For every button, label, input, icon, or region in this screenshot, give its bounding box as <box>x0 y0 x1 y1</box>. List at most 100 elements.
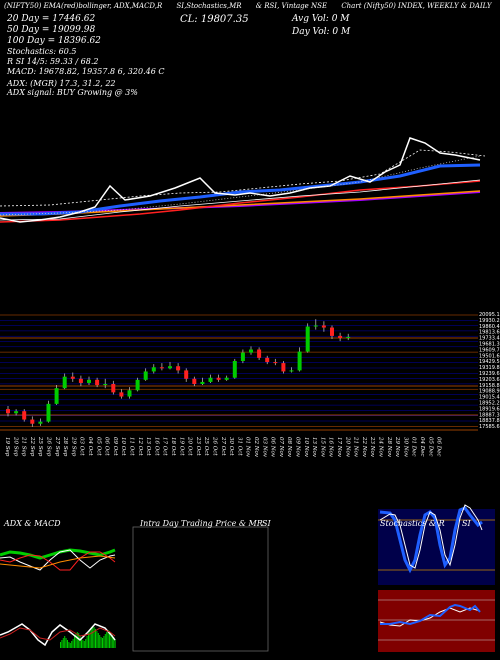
macd-bar <box>83 641 85 648</box>
candle-body <box>305 326 310 352</box>
candle-body <box>54 388 59 404</box>
date-axis-label: 23 Nov <box>369 436 375 458</box>
macd-bar <box>81 638 82 648</box>
date-axis-label: 01 Nov <box>245 437 251 458</box>
candle-body <box>46 403 51 422</box>
avg-vol-label: Avg Vol: 0 M <box>292 14 350 24</box>
price-axis-label: 19088.9 <box>479 389 500 395</box>
candle-body <box>240 352 245 361</box>
candle-body <box>30 419 35 424</box>
price-axis-labels: 20095.1519930.2219860.419813.619733.4196… <box>479 312 500 430</box>
macd-bar <box>61 640 63 648</box>
price-axis-label: 18952.2 <box>479 401 500 407</box>
price-grid <box>0 314 478 431</box>
macd-bar <box>79 636 81 648</box>
candle-body <box>119 392 124 397</box>
macd-bar <box>69 643 71 648</box>
macd-bar <box>88 633 89 648</box>
macd-bar <box>107 630 109 648</box>
date-axis-label: 31 Oct <box>236 437 242 456</box>
macd-bar <box>65 638 67 648</box>
dma20-label: 20 Day = 17446.62 <box>7 14 96 24</box>
date-axis-label: 05 Dec <box>427 437 433 457</box>
adx-white-line <box>0 549 116 571</box>
macd-bar <box>89 630 91 648</box>
macd-bar <box>62 638 64 648</box>
date-axis-label: 27 Oct <box>220 436 226 456</box>
date-axis-label: 16 Nov <box>328 437 334 458</box>
date-axis-label: 27 Sep <box>54 436 60 457</box>
stochastics-panel <box>378 504 495 585</box>
candle-body <box>249 349 253 353</box>
date-axis-label: 22 Nov <box>361 436 367 458</box>
macd-bar <box>74 636 75 648</box>
candle-body <box>14 411 19 414</box>
candle-body <box>111 384 116 393</box>
price-axis-label: 19860.4 <box>479 324 500 330</box>
price-axis-label: 18919.6 <box>479 406 500 412</box>
candle-body <box>338 335 343 338</box>
rsi-label: R SI 14/5: 59.33 / 68.2 <box>7 57 99 66</box>
macd-bar <box>60 642 61 648</box>
price-axis-label: 19930.22 <box>479 318 500 324</box>
date-axis-label: 15 Nov <box>319 437 325 458</box>
date-axis-label: 28 Sep <box>62 436 68 457</box>
price-line <box>0 137 481 223</box>
date-axis-label: 10 Nov <box>303 437 309 458</box>
date-axis-label: 20 Nov <box>344 436 350 458</box>
date-axis-label: 29 Nov <box>394 436 400 458</box>
macd-histogram <box>60 626 116 648</box>
candle-body <box>135 379 140 391</box>
macd-bar <box>93 627 95 648</box>
date-axis-label: 28 Nov <box>386 436 392 458</box>
price-axis-label: 19015.4 <box>479 395 500 401</box>
price-axis-label: 19681.3 <box>479 342 500 348</box>
adx-macd-panel <box>0 548 116 648</box>
date-axis-label: 21 Sep <box>21 436 27 457</box>
candle-body <box>127 390 132 397</box>
stochastics-label: Stochastics: 60.5 <box>7 47 77 56</box>
price-axis-label: 19733.4 <box>479 336 500 342</box>
adx-red-line <box>0 551 116 571</box>
candle-body <box>62 376 67 389</box>
date-axis-label: 04 Dec <box>419 437 425 457</box>
dma50-label: 50 Day = 19099.98 <box>7 25 96 35</box>
macd-bar <box>100 637 102 648</box>
candle-body <box>232 361 237 378</box>
date-axis-label: 11 Oct <box>129 437 135 456</box>
macd-bar <box>68 642 70 648</box>
macd-bar <box>97 633 99 648</box>
intraday-title: Intra Day Trading Price & MR <box>140 519 263 528</box>
date-axis-label: 06 Nov <box>270 437 276 458</box>
candles <box>6 319 351 427</box>
macd-bar <box>92 626 94 648</box>
date-axis-label: 01 Dec <box>411 437 417 457</box>
date-axis-label: 16 Oct <box>153 437 159 456</box>
candle-body <box>95 379 100 386</box>
date-axis-label: 03 Oct <box>79 437 85 456</box>
macd-bar <box>96 631 98 648</box>
date-axis-label: 21 Nov <box>353 436 359 458</box>
date-axis-label: 25 Sep <box>37 436 43 457</box>
macd-signal-line <box>0 627 116 641</box>
date-axis-label: 09 Oct <box>112 437 118 456</box>
macd-line <box>0 623 116 647</box>
price-axis-label: 19429.5 <box>479 359 500 365</box>
macd-bar <box>78 633 80 648</box>
candle-body <box>168 366 172 369</box>
date-axis-label: 22 Sep <box>29 436 35 457</box>
dma100-label: 100 Day = 18396.62 <box>7 36 101 46</box>
ema-panel <box>0 137 486 223</box>
candle-body <box>159 367 164 369</box>
candle-body <box>87 379 91 383</box>
date-axis-label: 05 Oct <box>95 437 101 456</box>
date-axis-label: 04 Oct <box>87 437 93 456</box>
stochastics-title: Stochastics & R <box>380 519 445 528</box>
price-axis-label: 19501.6 <box>479 353 500 359</box>
candle-body <box>192 378 197 384</box>
day-vol-label: Day Vol: 0 M <box>292 27 351 37</box>
candle-body <box>78 378 83 383</box>
candle-body <box>224 377 229 380</box>
date-axis-label: 26 Oct <box>212 436 218 456</box>
